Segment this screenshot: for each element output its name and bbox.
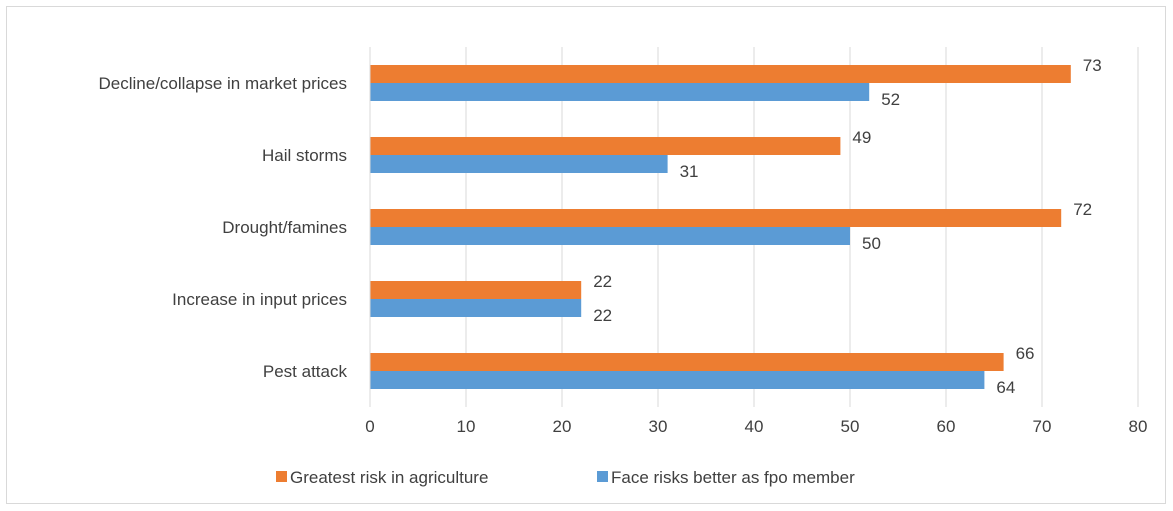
- bar-greatest-risk-in-agriculture-hail-storms: [370, 137, 841, 155]
- legend-label-face-risks-better-as-fpo-member: Face risks better as fpo member: [611, 468, 855, 487]
- data-label: 66: [1016, 344, 1035, 363]
- category-label-increase-in-input-prices: Increase in input prices: [172, 290, 347, 309]
- data-label: 50: [862, 234, 881, 253]
- category-label-drought-famines: Drought/famines: [222, 218, 347, 237]
- bar-greatest-risk-in-agriculture-decline-collapse-in-market-prices: [370, 65, 1071, 83]
- bar-face-risks-better-as-fpo-member-decline-collapse-in-market-prices: [370, 83, 870, 101]
- category-label-decline-collapse-in-market-prices: Decline/collapse in market prices: [99, 74, 348, 93]
- x-tick-label: 50: [841, 417, 860, 436]
- data-label: 31: [680, 162, 699, 181]
- x-tick-label: 30: [649, 417, 668, 436]
- category-label-hail-storms: Hail storms: [262, 146, 347, 165]
- data-label: 22: [593, 272, 612, 291]
- bar-face-risks-better-as-fpo-member-increase-in-input-prices: [370, 299, 582, 317]
- x-tick-label: 20: [553, 417, 572, 436]
- x-tick-label: 0: [365, 417, 374, 436]
- data-label: 49: [852, 128, 871, 147]
- bar-greatest-risk-in-agriculture-drought-famines: [370, 209, 1062, 227]
- x-tick-label: 70: [1033, 417, 1052, 436]
- x-tick-label: 10: [457, 417, 476, 436]
- data-label: 22: [593, 306, 612, 325]
- bar-greatest-risk-in-agriculture-pest-attack: [370, 353, 1004, 371]
- x-tick-label: 40: [745, 417, 764, 436]
- category-label-pest-attack: Pest attack: [263, 362, 348, 381]
- x-tick-label: 80: [1129, 417, 1148, 436]
- x-tick-label: 60: [937, 417, 956, 436]
- data-label: 52: [881, 90, 900, 109]
- legend-swatch-greatest-risk-in-agriculture: [276, 471, 287, 482]
- bar-face-risks-better-as-fpo-member-drought-famines: [370, 227, 850, 245]
- bar-greatest-risk-in-agriculture-increase-in-input-prices: [370, 281, 582, 299]
- bar-face-risks-better-as-fpo-member-hail-storms: [370, 155, 668, 173]
- legend-label-greatest-risk-in-agriculture: Greatest risk in agriculture: [290, 468, 488, 487]
- data-label: 64: [996, 378, 1015, 397]
- data-label: 73: [1083, 56, 1102, 75]
- legend-swatch-face-risks-better-as-fpo-member: [597, 471, 608, 482]
- data-label: 72: [1073, 200, 1092, 219]
- bar-face-risks-better-as-fpo-member-pest-attack: [370, 371, 985, 389]
